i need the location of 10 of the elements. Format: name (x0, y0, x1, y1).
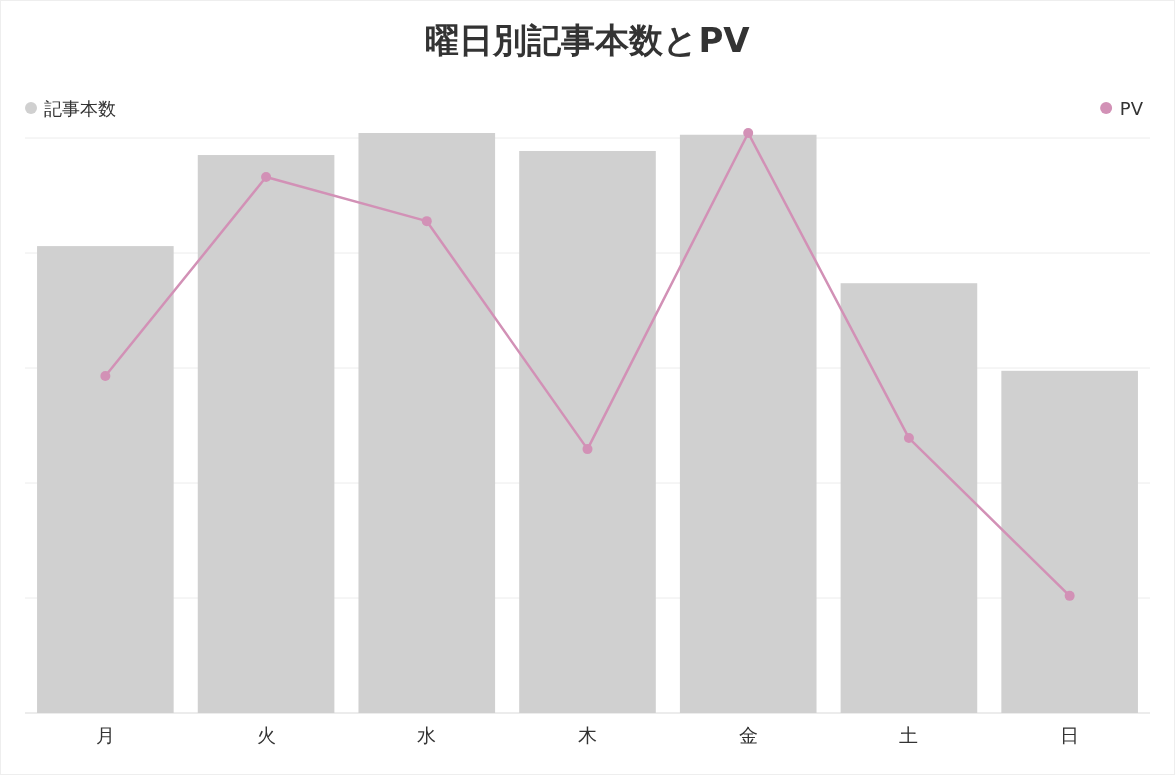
x-tick-label: 月 (95, 724, 115, 746)
legend-label: PV (1119, 98, 1144, 119)
legend-label: 記事本数 (44, 98, 116, 119)
chart-title: 曜日別記事本数とPV (425, 20, 751, 60)
x-tick-label: 土 (899, 724, 919, 746)
x-tick-label: 金 (738, 724, 758, 746)
x-tick-label: 火 (256, 724, 276, 746)
x-tick-label: 水 (417, 724, 437, 746)
x-tick-label: 日 (1060, 724, 1080, 746)
x-tick-label: 木 (578, 724, 597, 746)
